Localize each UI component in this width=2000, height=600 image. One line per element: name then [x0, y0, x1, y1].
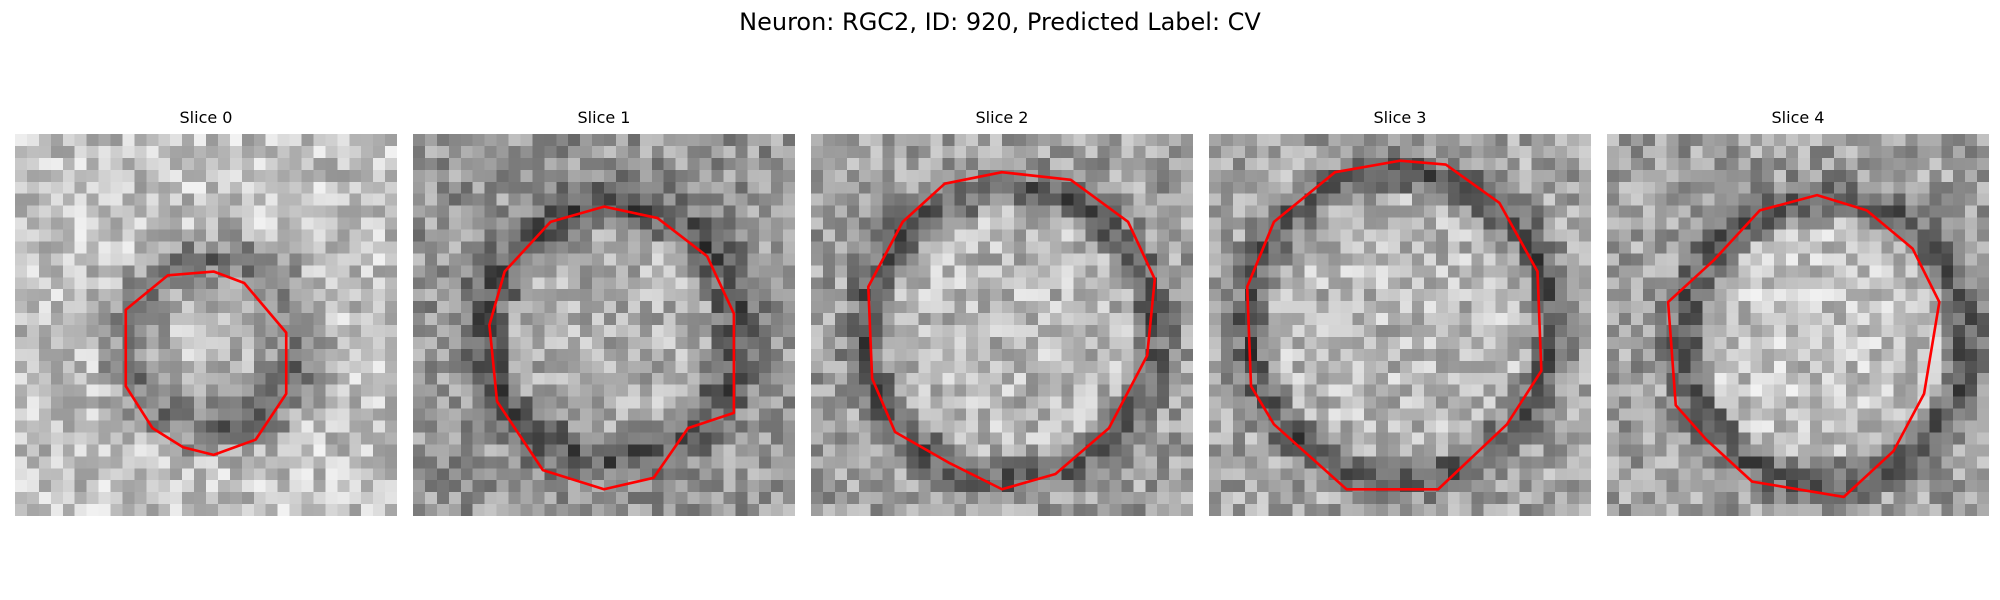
slice-image — [1209, 134, 1591, 516]
slice-panel: Slice 1 — [413, 108, 795, 516]
slice-panel: Slice 0 — [15, 108, 397, 516]
slice-title: Slice 2 — [975, 108, 1029, 127]
slice-title: Slice 0 — [179, 108, 233, 127]
segmentation-contour — [124, 270, 288, 457]
segmentation-contour — [1245, 159, 1543, 491]
slice-image — [1607, 134, 1989, 516]
segmentation-contour — [488, 205, 736, 491]
slice-image — [15, 134, 397, 516]
slice-panel: Slice 4 — [1607, 108, 1989, 516]
slice-title: Slice 1 — [577, 108, 631, 127]
slice-image — [811, 134, 1193, 516]
figure-title: Neuron: RGC2, ID: 920, Predicted Label: … — [739, 8, 1261, 36]
slice-image — [413, 134, 795, 516]
slice-title: Slice 3 — [1373, 108, 1427, 127]
segmentation-contour — [866, 170, 1157, 491]
segmentation-contour — [1666, 193, 1941, 499]
slice-panel: Slice 2 — [811, 108, 1193, 516]
slice-panel: Slice 3 — [1209, 108, 1591, 516]
slice-title: Slice 4 — [1771, 108, 1825, 127]
